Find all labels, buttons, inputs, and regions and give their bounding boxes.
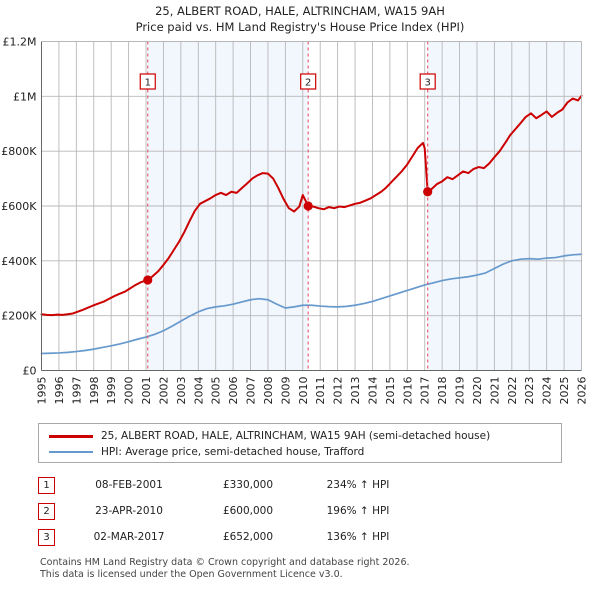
transaction-index-badge: 1 [38, 476, 55, 494]
svg-text:1996: 1996 [53, 377, 66, 405]
svg-text:2006: 2006 [227, 377, 240, 405]
legend-swatch-property [49, 434, 93, 438]
transaction-hpi-change: 136% ↑ HPI [326, 531, 390, 543]
chart-plot-area: £0 £200K £400K £600K £800K £1M £1.2M 1995 1996 19… [1, 36, 589, 405]
transaction-date: 08-FEB-2001 [95, 479, 163, 491]
transaction-price: £652,000 [222, 531, 274, 543]
svg-text:2: 2 [305, 78, 311, 89]
svg-text:1995: 1995 [36, 377, 49, 405]
footer-attribution: Contains HM Land Registry data © Crown c… [40, 557, 560, 580]
table-row: 3 02-MAR-2017 £652,000 136% ↑ HPI [38, 524, 458, 550]
legend-item-property: 25, ALBERT ROAD, HALE, ALTRINCHAM, WA15 … [45, 428, 555, 444]
transaction-hpi-change: 234% ↑ HPI [326, 479, 390, 491]
svg-text:£0: £0 [23, 365, 37, 378]
transactions-table: 1 08-FEB-2001 £330,000 234% ↑ HPI 2 23-A… [38, 472, 458, 550]
svg-text:1999: 1999 [105, 377, 118, 405]
svg-text:2019: 2019 [454, 377, 467, 405]
svg-text:2000: 2000 [123, 377, 136, 405]
svg-text:£200K: £200K [1, 310, 37, 323]
page-title: 25, ALBERT ROAD, HALE, ALTRINCHAM, WA15 … [155, 4, 445, 18]
legend-label-property: 25, ALBERT ROAD, HALE, ALTRINCHAM, WA15 … [101, 430, 491, 442]
transaction-date: 02-MAR-2017 [93, 531, 165, 543]
transaction-date: 23-APR-2010 [95, 505, 163, 517]
svg-text:2012: 2012 [332, 377, 345, 405]
svg-text:2016: 2016 [401, 377, 414, 405]
svg-text:2013: 2013 [349, 377, 362, 405]
footer-line-1: Contains HM Land Registry data © Crown c… [40, 557, 410, 568]
table-row: 1 08-FEB-2001 £330,000 234% ↑ HPI [38, 472, 458, 498]
legend-item-hpi: HPI: Average price, semi-detached house,… [45, 444, 555, 460]
table-row: 2 23-APR-2010 £600,000 196% ↑ HPI [38, 498, 458, 524]
transaction-index-badge: 3 [38, 528, 55, 546]
svg-text:2015: 2015 [384, 377, 397, 405]
svg-text:1997: 1997 [70, 377, 83, 405]
svg-text:2022: 2022 [506, 377, 519, 405]
svg-text:2026: 2026 [576, 377, 589, 405]
svg-text:2021: 2021 [488, 377, 501, 405]
svg-text:£1M: £1M [13, 90, 37, 103]
svg-text:2001: 2001 [140, 377, 153, 405]
svg-text:2005: 2005 [210, 377, 223, 405]
svg-text:2009: 2009 [279, 377, 292, 405]
transaction-price: £600,000 [222, 505, 274, 517]
svg-text:1: 1 [145, 78, 151, 89]
svg-text:2025: 2025 [558, 377, 571, 405]
svg-text:2011: 2011 [314, 377, 327, 405]
svg-text:2014: 2014 [366, 377, 379, 405]
svg-text:2020: 2020 [471, 377, 484, 405]
legend-label-hpi: HPI: Average price, semi-detached house,… [101, 446, 365, 458]
svg-text:2003: 2003 [175, 377, 188, 405]
svg-text:2002: 2002 [157, 377, 170, 405]
chart-legend: 25, ALBERT ROAD, HALE, ALTRINCHAM, WA15 … [38, 423, 562, 463]
svg-text:2024: 2024 [541, 377, 554, 405]
transaction-hpi-change: 196% ↑ HPI [326, 505, 390, 517]
footer-line-2: This data is licensed under the Open Gov… [40, 568, 343, 580]
svg-text:2007: 2007 [245, 377, 258, 405]
svg-text:2008: 2008 [262, 377, 275, 405]
svg-text:£1.2M: £1.2M [3, 36, 37, 49]
svg-text:£800K: £800K [1, 145, 37, 158]
page-subtitle: Price paid vs. HM Land Registry's House … [135, 20, 465, 34]
svg-text:2018: 2018 [436, 377, 449, 405]
svg-text:3: 3 [424, 78, 430, 89]
svg-text:£400K: £400K [1, 255, 37, 268]
svg-text:2023: 2023 [523, 377, 536, 405]
svg-text:1998: 1998 [88, 377, 101, 405]
transaction-price: £330,000 [222, 479, 274, 491]
svg-text:2017: 2017 [419, 377, 432, 405]
transaction-index-badge: 2 [38, 502, 55, 520]
svg-text:£600K: £600K [1, 200, 37, 213]
legend-swatch-hpi [49, 451, 93, 453]
svg-text:2004: 2004 [192, 377, 205, 405]
svg-text:2010: 2010 [297, 377, 310, 405]
